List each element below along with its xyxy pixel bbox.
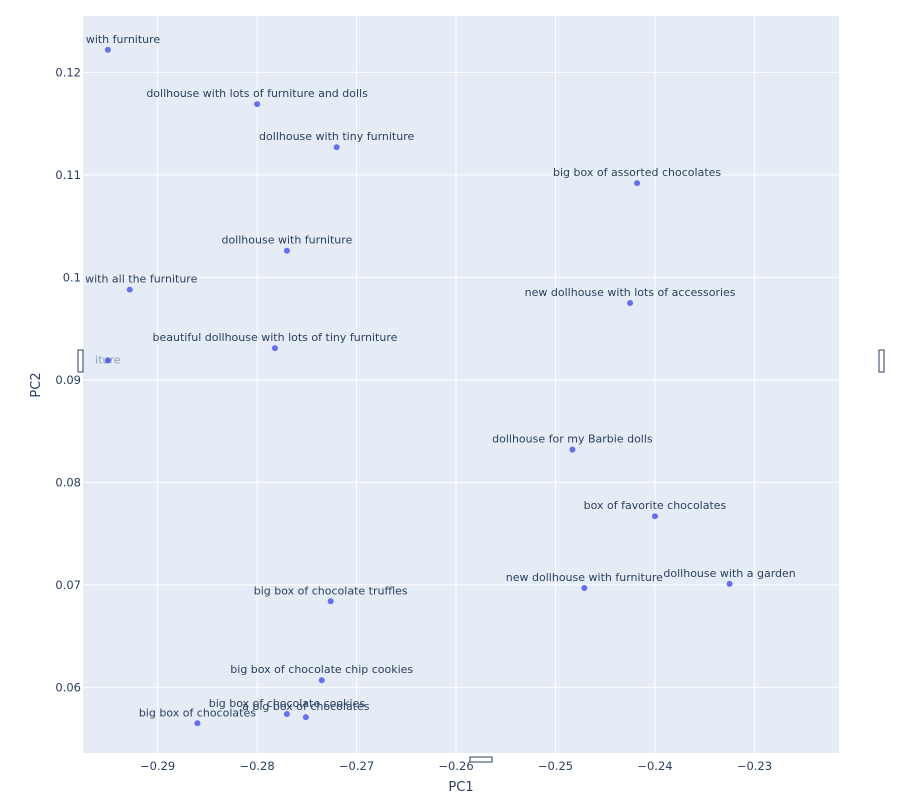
x-tick-label: −0.29 (140, 759, 175, 773)
y-axis-drag-handle-right[interactable] (878, 349, 885, 373)
point-label: dollhouse for my Barbie dolls (492, 433, 653, 446)
data-point[interactable] (651, 513, 658, 520)
x-tick-label: −0.23 (737, 759, 772, 773)
y-axis-ticks: 0.06 0.07 0.08 0.09 0.1 0.11 0.12 (55, 65, 81, 694)
point-label: big box of chocolates (139, 706, 256, 719)
point-label: big box of chocolate chip cookies (230, 663, 413, 676)
x-axis-title: PC1 (448, 780, 473, 795)
y-tick-label: 0.12 (55, 65, 81, 79)
y-tick-label: 0.07 (55, 578, 81, 592)
point-label: dollhouse with tiny furniture (259, 130, 414, 143)
point-label: big box of assorted chocolates (553, 166, 721, 179)
point-label: new dollhouse with furniture (506, 571, 663, 584)
data-point[interactable] (627, 300, 634, 307)
point-label: use with all the furniture (62, 273, 197, 286)
point-label: a big box of chocolates (242, 700, 370, 713)
x-tick-label: −0.28 (239, 759, 274, 773)
data-point[interactable] (333, 144, 340, 151)
grid-lines (83, 16, 839, 753)
x-tick-label: −0.27 (339, 759, 374, 773)
point-label: dollhouse with a garden (663, 567, 795, 580)
x-tick-label: −0.25 (538, 759, 573, 773)
data-point[interactable] (327, 598, 334, 605)
point-label: big box of chocolate cookies (209, 697, 366, 710)
data-point[interactable] (726, 580, 733, 587)
y-axis-title: PC2 (29, 372, 44, 397)
point-labels: filled with furniture dollhouse with lots… (56, 33, 796, 719)
data-point[interactable] (104, 46, 111, 53)
x-tick-label: −0.26 (438, 759, 473, 773)
data-point[interactable] (302, 714, 309, 721)
data-point[interactable] (283, 711, 290, 718)
data-point[interactable] (194, 720, 201, 727)
data-points (104, 46, 733, 727)
point-label: iture (95, 353, 121, 366)
point-label: big box of chocolate truffles (254, 584, 408, 597)
y-tick-label: 0.06 (55, 680, 81, 694)
point-label: box of favorite chocolates (584, 499, 727, 512)
data-point[interactable] (271, 345, 278, 352)
y-tick-label: 0.1 (63, 270, 81, 284)
data-point[interactable] (254, 101, 261, 108)
data-point[interactable] (634, 180, 641, 187)
y-tick-label: 0.09 (55, 373, 81, 387)
y-tick-label: 0.08 (55, 475, 81, 489)
point-label: dollhouse with lots of furniture and dol… (146, 87, 368, 100)
data-point[interactable] (581, 584, 588, 591)
y-tick-label: 0.11 (55, 168, 81, 182)
data-point[interactable] (569, 446, 576, 453)
data-point[interactable] (104, 357, 111, 364)
point-label: new dollhouse with lots of accessories (525, 286, 736, 299)
point-label: beautiful dollhouse with lots of tiny fu… (153, 331, 398, 344)
data-point[interactable] (283, 247, 290, 254)
x-axis-drag-handle[interactable] (469, 756, 493, 763)
data-point[interactable] (126, 286, 133, 293)
plot-area[interactable] (83, 16, 839, 753)
x-axis-ticks: −0.29 −0.28 −0.27 −0.26 −0.25 −0.24 −0.23 (140, 759, 772, 773)
point-label: dollhouse with furniture (221, 234, 352, 247)
x-tick-label: −0.24 (637, 759, 672, 773)
point-label: filled with furniture (56, 33, 161, 46)
y-axis-drag-handle-left[interactable] (77, 349, 84, 373)
data-point[interactable] (318, 677, 325, 684)
